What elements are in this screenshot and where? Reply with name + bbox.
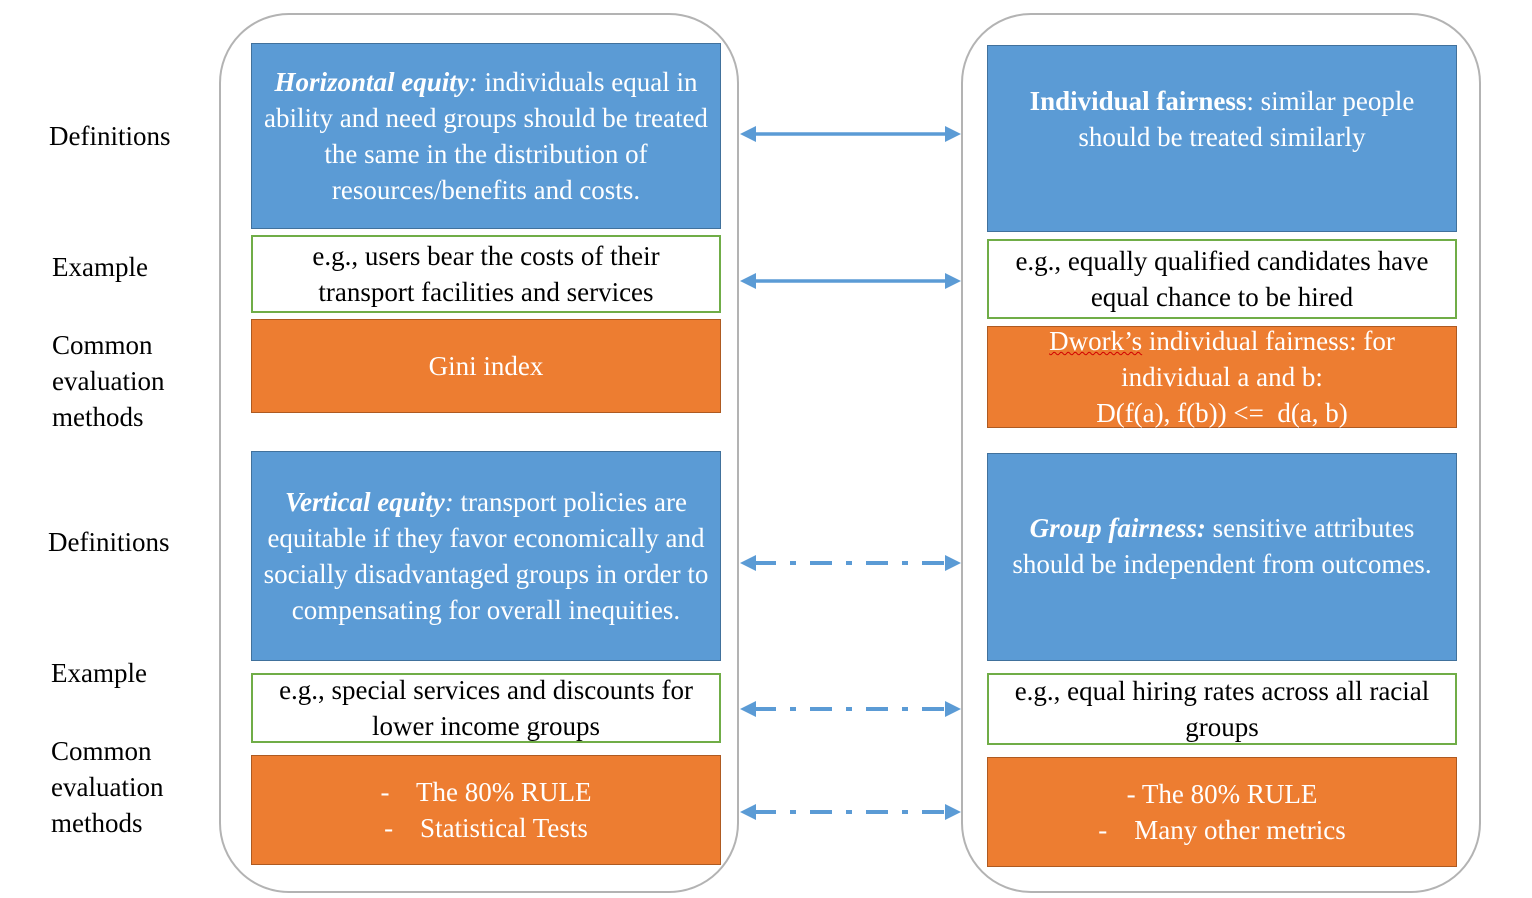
evaluation-line: D(f(a), f(b)) <= d(a, b)	[1096, 398, 1348, 428]
horizontal-equity-definition: Horizontal equity: individuals equal in …	[251, 43, 721, 229]
right-panel	[961, 13, 1481, 893]
row-label-example-bottom: Example	[51, 658, 147, 688]
group-fairness-evaluation: - The 80% RULE - Many other metrics	[987, 757, 1457, 867]
vertical-equity-evaluation: - The 80% RULE - Statistical Tests	[251, 755, 721, 865]
arrow-definitions-bottom-dashed	[740, 555, 961, 571]
row-label-example-top: Example	[52, 252, 148, 282]
arrow-definitions-top	[740, 126, 961, 142]
individual-fairness-evaluation: Dwork’s individual fairness: for individ…	[987, 326, 1457, 428]
row-label-line: methods	[52, 402, 144, 432]
example-text: e.g., users bear the costs of their tran…	[312, 241, 660, 307]
definition-colon: :	[444, 487, 454, 517]
arrow-example-top	[740, 273, 961, 289]
row-label-line: Common	[52, 330, 153, 360]
individual-fairness-definition: Individual fairness: similar people shou…	[987, 45, 1457, 232]
definition-term: Vertical equity	[285, 487, 445, 517]
arrow-example-bottom-dashed	[740, 701, 961, 717]
definition-term: Group fairness:	[1029, 513, 1206, 543]
group-fairness-example: e.g., equal hiring rates across all raci…	[987, 673, 1457, 745]
definition-body: sensitive attributes should be independe…	[1012, 513, 1432, 579]
group-fairness-definition: Group fairness: sensitive attributes sho…	[987, 453, 1457, 661]
definition-text: Group fairness: sensitive attributes sho…	[998, 510, 1446, 582]
vertical-equity-example: e.g., special services and discounts for…	[251, 673, 721, 743]
example-text: e.g., equally qualified candidates have …	[1015, 246, 1429, 312]
individual-fairness-example: e.g., equally qualified candidates have …	[987, 239, 1457, 319]
definition-body: individuals equal in ability and need gr…	[264, 67, 708, 205]
horizontal-equity-example: e.g., users bear the costs of their tran…	[251, 235, 721, 313]
evaluation-line: - Many other metrics	[1098, 815, 1346, 845]
row-label-line: methods	[51, 808, 143, 838]
vertical-equity-definition: Vertical equity: transport policies are …	[251, 451, 721, 661]
definition-body: : similar people should be treated simil…	[1078, 85, 1415, 152]
evaluation-line: Dwork’s individual fairness: for	[1049, 323, 1395, 359]
row-label-definitions-bottom: Definitions	[48, 527, 170, 557]
row-label-line: Common	[51, 736, 152, 766]
left-panel	[219, 13, 739, 893]
definition-term: Horizontal equity	[274, 67, 469, 97]
row-label-common-evaluation-bottom: Common evaluation methods	[51, 733, 163, 841]
evaluation-line: - Statistical Tests	[384, 813, 588, 843]
row-label-definitions-top: Definitions	[49, 121, 171, 151]
evaluation-line: individual a and b:	[1121, 362, 1323, 392]
definition-body: transport policies are equitable if they…	[263, 487, 709, 625]
evaluation-line-rest: individual fairness: for	[1142, 326, 1395, 356]
definition-text: Horizontal equity: individuals equal in …	[262, 64, 710, 208]
horizontal-equity-evaluation: Gini index	[251, 319, 721, 413]
evaluation-line: - The 80% RULE	[1126, 779, 1318, 809]
evaluation-line: - The 80% RULE	[380, 777, 592, 807]
evaluation-text: Gini index	[428, 351, 544, 381]
definition-text: Individual fairness: similar people shou…	[998, 83, 1446, 155]
row-label-line: evaluation	[51, 772, 164, 802]
row-label-common-evaluation-top: Common evaluation methods	[52, 327, 164, 435]
example-text: e.g., special services and discounts for…	[279, 675, 693, 741]
definition-term: Individual fairness	[1029, 85, 1247, 116]
row-label-line: evaluation	[52, 366, 165, 396]
example-text: e.g., equal hiring rates across all raci…	[1014, 676, 1430, 742]
definition-colon: :	[468, 67, 478, 97]
arrow-evaluation-bottom-dashed	[740, 804, 961, 820]
dwork-name: Dwork’s	[1049, 326, 1143, 356]
definition-text: Vertical equity: transport policies are …	[262, 484, 710, 628]
